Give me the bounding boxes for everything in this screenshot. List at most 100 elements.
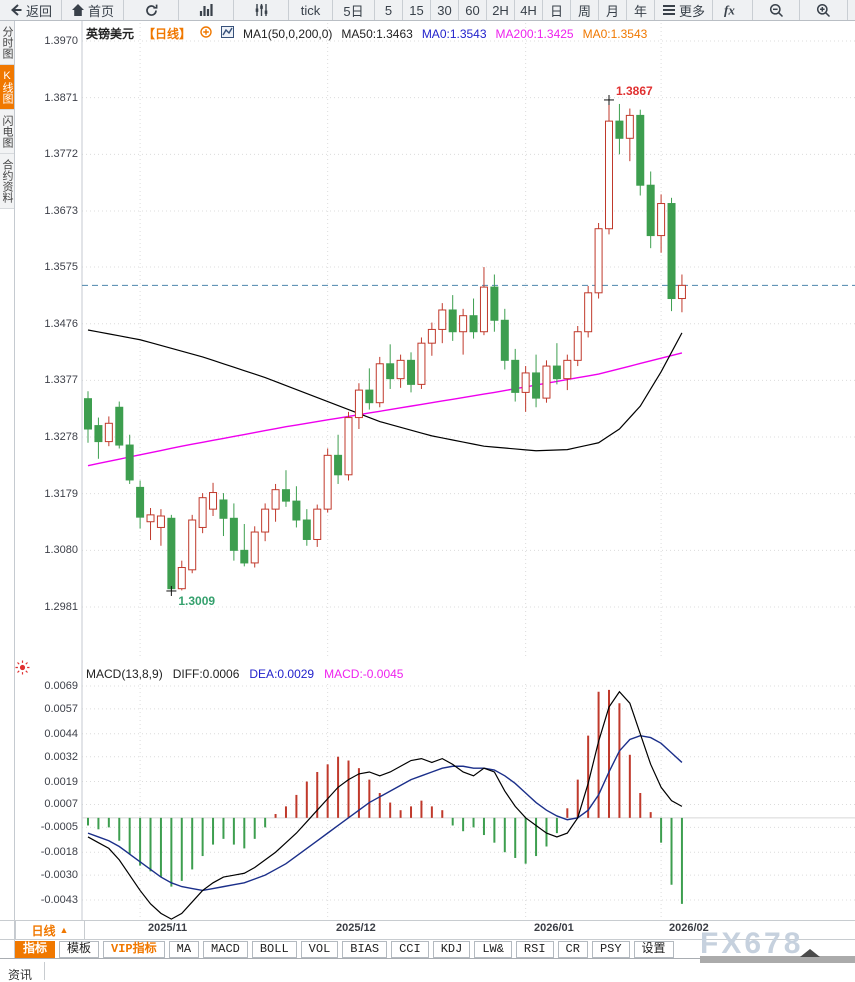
lw-button[interactable]: LW& xyxy=(474,941,512,958)
psy-button[interactable]: PSY xyxy=(591,941,630,958)
price-axis-label: 1.3278 xyxy=(44,431,78,444)
chevron-up-icon: ▲ xyxy=(59,925,69,935)
period-15-button[interactable]: 15 xyxy=(403,0,431,20)
settings-button[interactable]: 设置 xyxy=(633,941,674,958)
macd-axis-label: 0.0057 xyxy=(44,702,78,715)
news-tab[interactable]: 资讯 xyxy=(8,968,33,982)
kline-settings-icon[interactable] xyxy=(221,26,235,41)
ma0-orange-value: MA0:1.3543 xyxy=(582,26,648,41)
chart-type-button[interactable] xyxy=(179,0,234,20)
fx-button[interactable]: fx xyxy=(713,0,753,20)
price-axis-label: 1.3080 xyxy=(44,544,78,557)
grid-lines xyxy=(81,21,855,920)
news-tab-divider xyxy=(44,962,45,980)
low-annotation: 1.3009 xyxy=(178,593,216,608)
macd-axis-label: 0.0032 xyxy=(44,750,78,763)
price-axis-label: 1.3970 xyxy=(44,35,78,47)
add-circle-icon[interactable] xyxy=(200,26,212,41)
macd-macd-value: MACD:-0.0045 xyxy=(324,667,404,681)
period-week-button[interactable]: 周 xyxy=(571,0,599,20)
cci-button[interactable]: CCI xyxy=(391,941,429,958)
more-button[interactable]: 更多 xyxy=(655,0,713,20)
toolbar-bottom-border xyxy=(0,958,855,959)
dea-line xyxy=(87,734,683,892)
period-year-button[interactable]: 年 xyxy=(627,0,655,20)
macd-button[interactable]: MACD xyxy=(203,941,248,958)
zoom-out-button[interactable] xyxy=(753,0,800,20)
candles-group xyxy=(84,99,686,591)
sidebar-tab-time-chart[interactable]: 分时图 xyxy=(0,21,14,65)
macd-header: MACD(13,8,9) DIFF:0.0006 DEA:0.0029 MACD… xyxy=(86,667,403,681)
price-axis-label: 1.3673 xyxy=(44,204,78,217)
cr-button[interactable]: CR xyxy=(557,941,588,958)
ma0-blue-value: MA0:1.3543 xyxy=(421,26,487,41)
macd-title: MACD(13,8,9) xyxy=(86,667,163,681)
price-axis-label: 1.2981 xyxy=(44,601,78,613)
horizontal-scrollbar[interactable] xyxy=(700,956,855,963)
period-selector-label: 日线 xyxy=(31,923,56,938)
kdj-button[interactable]: KDJ xyxy=(432,941,471,958)
macd-axis-label: -0.0043 xyxy=(40,894,78,906)
period-5-button[interactable]: 5 xyxy=(375,0,403,20)
ma50-line xyxy=(87,329,683,452)
boll-button[interactable]: BOLL xyxy=(251,941,297,958)
period-30-button[interactable]: 30 xyxy=(431,0,459,20)
zoom-in-button[interactable] xyxy=(800,0,848,20)
time-axis-label: 2026/01 xyxy=(534,922,574,934)
sidebar-tab-contract-info[interactable]: 合约资料 xyxy=(0,154,14,209)
time-axis-label: 2025/11 xyxy=(148,922,188,934)
diff-line xyxy=(87,690,683,920)
ma50-value: MA50:1.3463 xyxy=(341,26,413,41)
price-axis-label: 1.3871 xyxy=(44,91,78,104)
price-axis-label: 1.3476 xyxy=(44,317,78,330)
ma50-line xyxy=(87,329,683,452)
chart-type-sidebar: 分时图 K线图 闪电图 合约资料 xyxy=(0,21,15,958)
macd-axis-label: 0.0019 xyxy=(44,775,78,788)
extreme-markers xyxy=(166,94,614,596)
back-button[interactable]: 返回 xyxy=(0,0,62,20)
macd-axis-label: 0.0007 xyxy=(44,798,78,811)
scrollbar-arrow-icon[interactable] xyxy=(800,949,820,957)
hot-indicator-icon[interactable] xyxy=(15,660,30,680)
ma-button[interactable]: MA xyxy=(168,941,200,958)
sidebar-tab-kline-chart[interactable]: K线图 xyxy=(0,65,14,110)
period-5d-button[interactable]: 5日 xyxy=(333,0,375,20)
rsi-button[interactable]: RSI xyxy=(515,941,554,958)
period-month-button[interactable]: 月 xyxy=(599,0,627,20)
sidebar-tab-lightning-chart[interactable]: 闪电图 xyxy=(0,110,14,154)
price-axis-label: 1.3377 xyxy=(44,374,78,387)
vip-indicator-tab[interactable]: VIP指标 xyxy=(103,941,165,958)
period-selector[interactable]: 日线 ▲ xyxy=(15,921,85,939)
ma-settings-label: MA1(50,0,200,0) xyxy=(243,26,333,41)
template-tab[interactable]: 模板 xyxy=(59,941,100,958)
indicator-settings-button[interactable] xyxy=(234,0,289,20)
macd-histogram-group xyxy=(87,689,683,904)
macd-dea-value: DEA:0.0029 xyxy=(249,667,315,681)
refresh-button[interactable] xyxy=(124,0,179,20)
ma200-line xyxy=(87,352,683,467)
xaxis-row-border xyxy=(0,939,855,940)
price-axis-label: 1.3772 xyxy=(44,148,78,161)
period-tick-button[interactable]: tick xyxy=(289,0,333,20)
macd-axis-label: 0.0069 xyxy=(44,680,78,692)
price-axis-label: 1.3179 xyxy=(44,487,78,500)
ma200-line xyxy=(87,352,683,467)
dea-line xyxy=(87,734,683,892)
bias-button[interactable]: BIAS xyxy=(342,941,388,958)
ma200-value: MA200:1.3425 xyxy=(495,26,574,41)
period-60-button[interactable]: 60 xyxy=(459,0,487,20)
period-4h-button[interactable]: 4H xyxy=(515,0,543,20)
period-2h-button[interactable]: 2H xyxy=(487,0,515,20)
home-button[interactable]: 首页 xyxy=(62,0,124,20)
price-axis-label: 1.3575 xyxy=(44,261,78,274)
indicator-tab[interactable]: 指标 xyxy=(15,941,56,958)
period-day-button[interactable]: 日 xyxy=(543,0,571,20)
vol-button[interactable]: VOL xyxy=(300,941,339,958)
macd-diff-value: DIFF:0.0006 xyxy=(172,667,240,681)
main-chart-header: 英镑美元 【日线】 MA1(50,0,200,0) MA50:1.3463 MA… xyxy=(86,25,647,42)
diff-line xyxy=(87,690,683,920)
macd-axis-label: 0.0044 xyxy=(44,727,78,740)
time-axis-label: 2025/12 xyxy=(336,922,376,934)
symbol-name: 英镑美元 xyxy=(86,27,135,41)
